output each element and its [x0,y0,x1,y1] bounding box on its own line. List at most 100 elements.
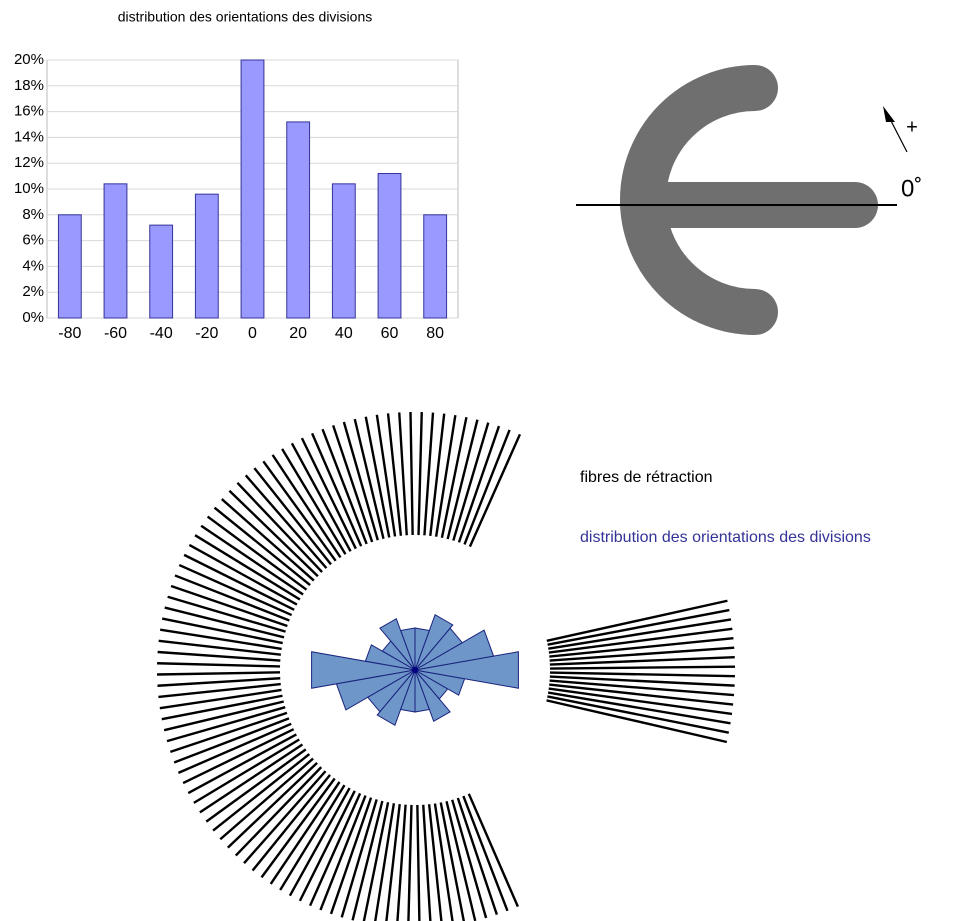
rose-petal [399,669,416,713]
fibre [362,802,390,921]
fibre [260,777,336,879]
fibres [157,412,735,921]
x-tick-label: 40 [335,325,353,342]
fibre [423,412,435,536]
fibre [331,424,374,543]
fibre [158,682,281,699]
fibre [177,722,292,774]
y-tick-label: 12% [14,154,44,171]
y-tick-label: 0% [22,309,44,326]
fibre [228,489,319,578]
x-tick-label: 0 [248,325,257,342]
fibre [364,416,391,538]
rose-petal [414,627,431,671]
fibre [385,803,401,921]
fibre [353,418,385,540]
fibre [547,695,730,734]
fibre [194,534,301,601]
fibre [157,677,281,687]
fibre [548,687,733,716]
fibre [219,757,314,841]
y-tick-label: 8% [22,206,44,223]
fibre [244,474,328,569]
x-tick-label: 60 [381,325,399,342]
fibre [439,802,466,921]
fibre [434,414,457,537]
fibre [164,606,285,639]
fibre [262,460,337,562]
x-tick-label: -20 [195,325,218,342]
fibre [213,506,311,586]
fibre [374,803,396,921]
direction-arrow [888,116,908,153]
fibre [288,787,351,897]
fibre [407,804,413,921]
fibre [342,421,379,541]
fibre [311,432,363,547]
fibre [546,599,728,642]
y-tick-label: 4% [22,257,44,274]
fibre [199,743,304,814]
fibre [271,454,342,559]
fibre [416,804,421,921]
fibre [298,790,356,902]
fibre [422,804,432,921]
fibre [546,699,728,744]
bar [423,214,448,319]
fibre [398,412,408,536]
x-tick-label: 20 [289,325,307,342]
fibre [243,770,327,865]
y-tick-label: 18% [14,77,44,94]
fibre [187,733,297,795]
fibre [236,482,323,573]
bar [149,224,174,319]
fibre [549,665,735,670]
fibre [161,617,283,645]
x-tick-label: -80 [58,325,81,342]
fibre [445,800,477,921]
fibre [340,799,378,918]
fibre [549,683,734,706]
fibre [396,804,407,921]
y-tick-label: 16% [14,103,44,120]
fibre [157,650,281,662]
fibre [467,793,519,908]
fibre [319,795,367,911]
fibre [227,762,318,849]
fibre [169,711,288,754]
fibre [167,595,286,633]
x-tick-label: 80 [426,325,444,342]
fibre [157,671,281,676]
fibre [161,694,283,721]
bar-chart: 0% 2% 4% 6% 8% 10% 12% 14% 16% 18% 20% -80 -60 -40 -20… [14,51,458,342]
fibre [456,797,499,916]
x-tick-label: -60 [104,325,127,342]
fibre [468,433,522,548]
rose-center [412,667,418,673]
legend-distribution: distribution des orientations des divisi… [580,529,871,546]
bar [331,183,356,319]
legend-fibres: fibres de rétraction [580,469,713,486]
fibre [549,671,735,678]
direction-label: + [906,116,918,138]
fibre [269,781,341,885]
fibre [251,774,331,872]
fibre [409,412,414,536]
fibre [200,524,304,596]
bar [240,59,265,319]
angle-label: 0˚ [901,175,922,202]
bar [286,121,311,319]
fibre [351,800,384,921]
fibre [451,799,488,919]
fibre [159,628,282,651]
cell-diagram: + 0˚ [576,65,922,335]
fibre [452,422,490,541]
fibre [457,425,501,543]
bar [103,183,128,319]
fibre [158,639,282,656]
fibre [253,467,332,566]
fibre [321,428,368,545]
fibre [462,795,509,912]
fibre [548,627,733,654]
fibre [170,584,288,628]
